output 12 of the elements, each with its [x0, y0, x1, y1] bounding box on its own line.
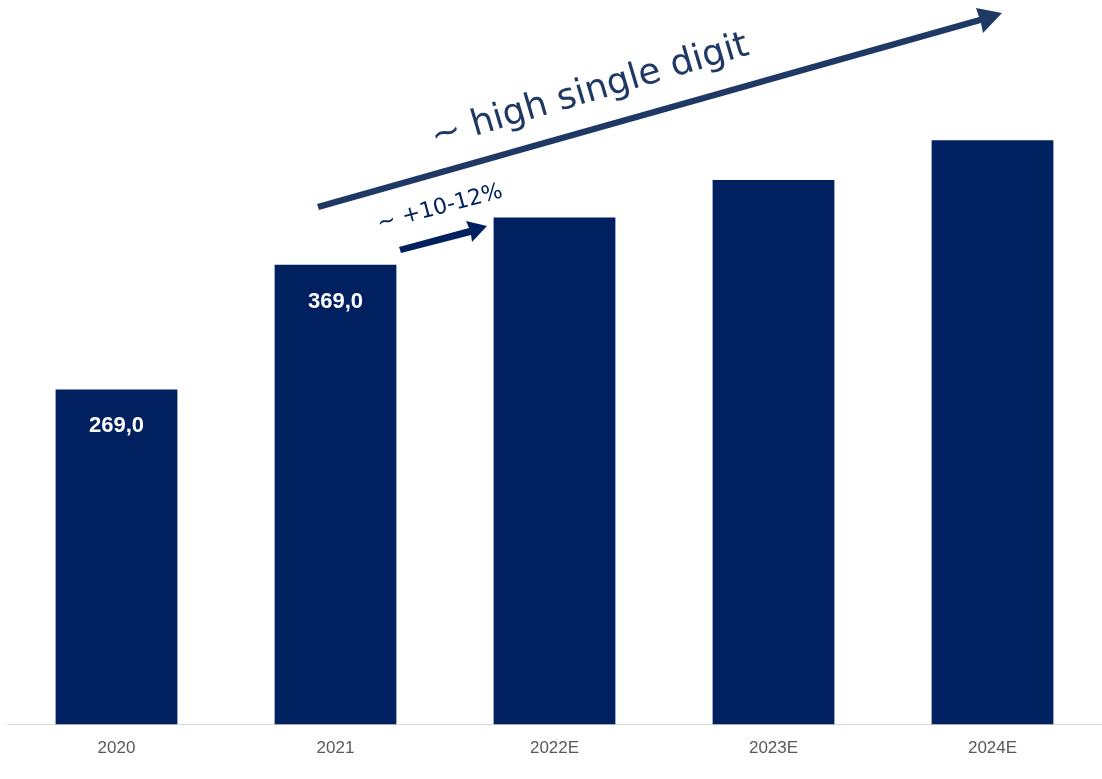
x-tick-label: 2022E — [529, 738, 580, 758]
bar — [274, 264, 397, 725]
data-label: 269,0 — [88, 412, 145, 438]
x-tick-label: 2021 — [316, 738, 355, 758]
x-tick-label: 2020 — [97, 738, 136, 758]
annotation: ~ high single digit — [425, 22, 753, 156]
bar — [712, 180, 835, 725]
bar — [55, 389, 178, 725]
x-tick-label: 2023E — [748, 738, 799, 758]
bar — [931, 140, 1054, 725]
data-label: 369,0 — [307, 287, 364, 313]
x-tick-label: 2024E — [967, 738, 1018, 758]
